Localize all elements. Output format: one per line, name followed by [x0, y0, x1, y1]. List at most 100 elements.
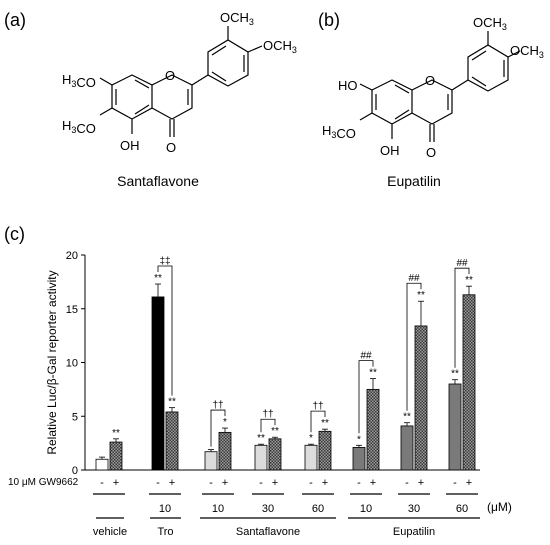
significance-mark: ** [257, 433, 265, 444]
gw9662-sign: + [113, 477, 119, 489]
gw9662-sign: - [453, 477, 457, 489]
significance-mark: ** [321, 418, 329, 429]
gw9662-sign: - [357, 477, 361, 489]
y-tick-label: 15 [66, 304, 78, 316]
eupa-ome-6: H3CO [322, 123, 356, 141]
gw9662-sign: + [466, 477, 472, 489]
dose-label: 10 [360, 503, 372, 515]
treatment-label: 10 μM GW9662 [8, 477, 79, 488]
bracket-significance: †† [312, 401, 323, 412]
santa-ring-o: O [165, 68, 175, 83]
bar-plus [109, 441, 123, 471]
dose-label: 30 [408, 503, 420, 515]
eupa-oh-7: HO [338, 78, 358, 93]
compound-label: Tro [157, 526, 173, 538]
y-tick-label: 20 [66, 250, 78, 262]
dose-label: 60 [456, 503, 468, 515]
gw9662-sign: + [418, 477, 424, 489]
eupa-ome-3p: OCH3 [473, 15, 507, 32]
comparison-bracket [210, 409, 226, 447]
santa-ome-3p: OCH3 [220, 10, 254, 27]
significance-mark: ** [112, 428, 120, 439]
bar-minus [204, 451, 218, 471]
eupatilin-name: Eupatilin [387, 173, 441, 189]
comparison-bracket [406, 282, 422, 411]
comparison-bracket [260, 418, 276, 433]
bar-minus [95, 458, 109, 471]
bar-plus [414, 325, 428, 471]
comparison-bracket [454, 267, 470, 368]
compound-label: Eupatilin [393, 526, 435, 538]
significance-mark: ** [465, 275, 473, 286]
gw9662-sign: + [272, 477, 278, 489]
molecule-eupatilin [359, 31, 521, 142]
gw9662-sign: + [169, 477, 175, 489]
bracket-significance: ## [456, 258, 468, 269]
comparison-bracket [157, 265, 173, 396]
santa-ome-7: H3CO [62, 72, 96, 90]
panel-label-c: (c) [4, 224, 25, 244]
significance-mark: ** [168, 397, 176, 408]
panel-label-b: (b) [318, 10, 340, 30]
bar-plus [268, 438, 282, 471]
y-tick-label: 5 [72, 411, 78, 423]
santa-oh-5: OH [120, 138, 140, 153]
dose-label: 60 [312, 503, 324, 515]
molecule-eupatilin-labels: O O OCH3 OCH3 HO H3CO OH [322, 15, 544, 160]
gw9662-sign: + [370, 477, 376, 489]
bar-plus [462, 294, 476, 471]
eupa-carbonyl-o: O [426, 145, 436, 160]
bracket-significance: ‡‡ [159, 256, 170, 267]
comparison-bracket [310, 410, 326, 433]
dose-label: 10 [212, 503, 224, 515]
eupa-ring-o: O [425, 73, 435, 88]
bracket-significance: †† [212, 400, 223, 411]
significance-mark: ** [451, 369, 459, 380]
santaflavone-name: Santaflavone [117, 173, 199, 189]
bracket-significance: ## [360, 351, 372, 362]
panel-label-a: (a) [4, 10, 26, 30]
dose-label: 10 [159, 503, 171, 515]
y-tick-label: 0 [72, 465, 78, 477]
bar-minus [352, 447, 366, 471]
bar-minus [448, 383, 462, 471]
unit-label: (μM) [487, 500, 512, 514]
molecule-santaflavone-labels: O O OCH3 OCH3 H3CO H3CO OH [62, 10, 297, 155]
bar-plus [366, 388, 380, 471]
gw9662-sign: - [259, 477, 263, 489]
santa-ome-4p: OCH3 [263, 38, 297, 55]
significance-mark: * [223, 417, 227, 428]
santa-carbonyl-o: O [166, 140, 176, 155]
gw9662-sign: - [100, 477, 104, 489]
significance-mark: ** [417, 290, 425, 301]
compound-label: Santaflavone [236, 526, 300, 538]
molecule-santaflavone [99, 26, 263, 137]
bar-minus [304, 444, 318, 471]
gw9662-sign: - [209, 477, 213, 489]
y-axis-label: Relative Luc/β-Gal reporter activity [45, 270, 59, 454]
significance-mark: ** [403, 412, 411, 423]
comparison-bracket [358, 360, 374, 434]
bar-minus [151, 296, 165, 471]
gw9662-sign: - [309, 477, 313, 489]
significance-mark: ** [271, 426, 279, 437]
gw9662-sign: + [222, 477, 228, 489]
significance-mark: ** [369, 368, 377, 379]
gw9662-sign: + [322, 477, 328, 489]
eupa-ome-4p: OCH3 [510, 43, 544, 60]
gw9662-sign: - [156, 477, 160, 489]
bracket-significance: ## [408, 273, 420, 284]
compound-label: vehicle [93, 526, 127, 538]
significance-mark: * [357, 434, 361, 445]
gw9662-sign: - [405, 477, 409, 489]
bar-minus [400, 425, 414, 471]
dose-label: 30 [262, 503, 274, 515]
significance-mark: * [309, 433, 313, 444]
bracket-significance: †† [262, 409, 273, 420]
significance-mark: ** [154, 273, 162, 284]
bar-plus [165, 411, 179, 471]
santa-ome-6: H3CO [62, 118, 96, 136]
y-tick-label: 10 [66, 358, 78, 370]
bar-plus [318, 430, 332, 471]
